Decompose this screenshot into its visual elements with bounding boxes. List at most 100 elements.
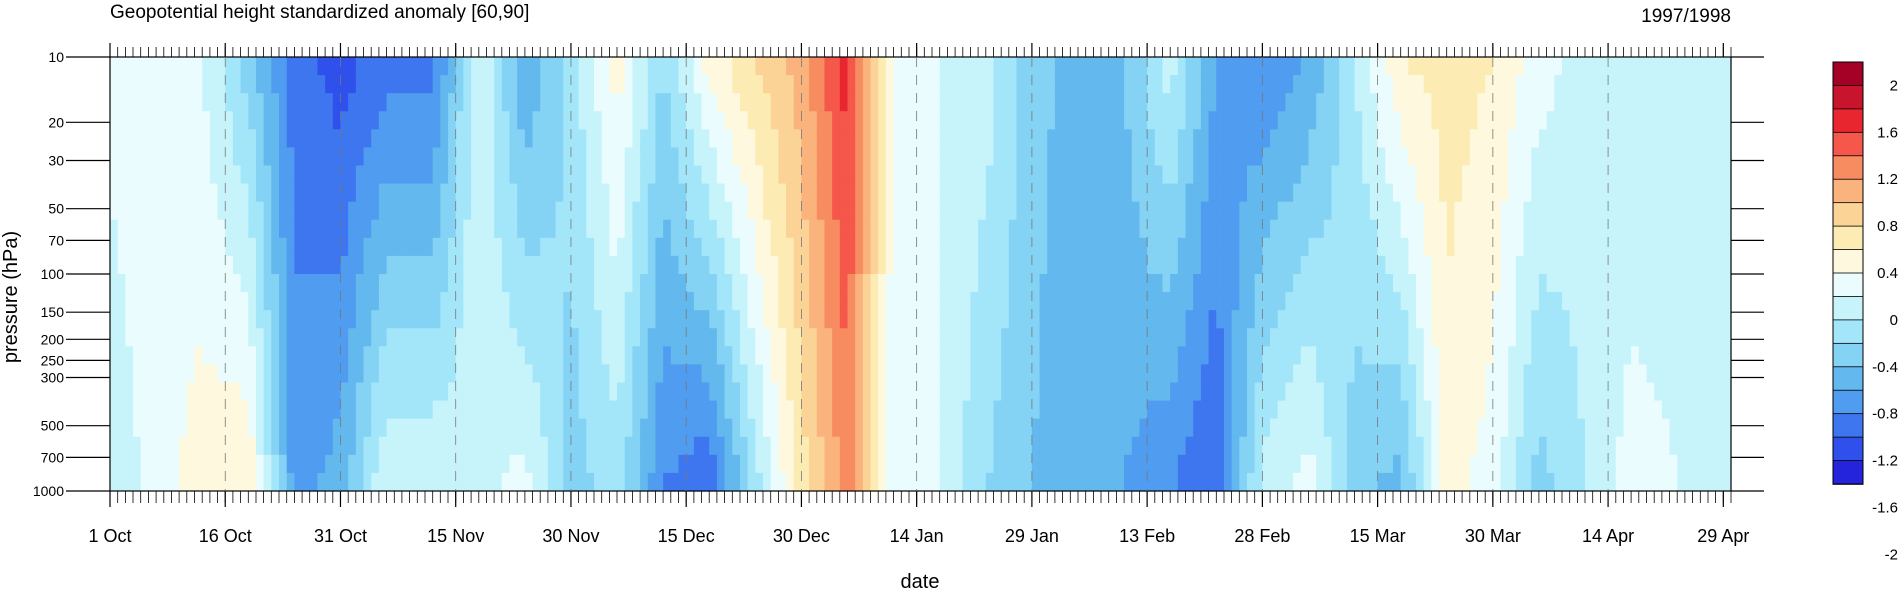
field-cell xyxy=(1561,57,1571,76)
field-cell xyxy=(686,436,695,456)
field-cell xyxy=(678,93,687,112)
field-cell xyxy=(1608,382,1617,402)
field-cell xyxy=(939,201,948,221)
field-cell xyxy=(578,219,587,239)
field-cell xyxy=(832,183,841,203)
field-cell xyxy=(755,219,764,239)
field-cell xyxy=(586,201,595,221)
field-cell xyxy=(1615,147,1625,167)
field-cell xyxy=(847,75,856,94)
field-cell xyxy=(1661,75,1671,94)
field-cell xyxy=(709,454,718,474)
field-cell xyxy=(885,201,895,221)
field-cell xyxy=(232,183,242,203)
field-cell xyxy=(1408,201,1417,221)
field-cell xyxy=(601,418,610,438)
field-cell xyxy=(832,310,841,329)
field-cell xyxy=(1116,382,1125,402)
field-cell xyxy=(133,418,142,438)
field-cell xyxy=(1377,310,1386,329)
field-cell xyxy=(1031,400,1041,420)
field-cell xyxy=(1231,382,1240,402)
field-cell xyxy=(1654,255,1663,275)
field-cell xyxy=(1308,400,1317,420)
field-cell xyxy=(970,310,979,329)
field-cell xyxy=(739,147,749,167)
field-cell xyxy=(240,382,249,402)
field-cell xyxy=(924,111,933,130)
field-cell xyxy=(1700,346,1709,366)
field-cell xyxy=(1024,93,1033,112)
field-cell xyxy=(1385,346,1394,366)
field-cell xyxy=(901,129,910,149)
field-cell xyxy=(186,310,196,329)
field-cell xyxy=(1454,57,1463,76)
field-cell xyxy=(1200,201,1210,221)
field-cell xyxy=(632,201,641,221)
field-cell xyxy=(1093,201,1102,221)
field-cell xyxy=(386,129,395,149)
field-cell xyxy=(225,454,234,474)
field-cell xyxy=(1585,219,1594,239)
field-cell xyxy=(248,400,257,420)
field-cell xyxy=(1400,400,1409,420)
field-cell xyxy=(709,201,718,221)
field-cell xyxy=(1585,183,1594,203)
field-cell xyxy=(824,237,833,257)
field-cell xyxy=(501,472,511,492)
field-cell xyxy=(640,274,649,293)
field-cell xyxy=(110,292,119,311)
field-cell xyxy=(186,165,196,185)
field-cell xyxy=(1700,328,1709,347)
field-cell xyxy=(1638,436,1648,456)
field-cell xyxy=(478,472,488,492)
field-cell xyxy=(156,292,165,311)
field-cell xyxy=(317,292,326,311)
field-cell xyxy=(801,328,810,347)
field-cell xyxy=(1039,75,1048,94)
field-cell xyxy=(993,310,1002,329)
field-cell xyxy=(801,75,810,94)
field-cell xyxy=(609,183,618,203)
field-cell xyxy=(1661,292,1671,311)
field-cell xyxy=(225,165,234,185)
field-cell xyxy=(455,472,464,492)
field-cell xyxy=(686,183,695,203)
field-cell xyxy=(371,237,380,257)
field-cell xyxy=(709,292,718,311)
field-cell xyxy=(862,292,872,311)
field-cell xyxy=(663,93,672,112)
field-cell xyxy=(1569,75,1578,94)
field-cell xyxy=(1077,219,1087,239)
field-cell xyxy=(1070,219,1079,239)
field-cell xyxy=(701,237,710,257)
field-cell xyxy=(1008,147,1018,167)
field-cell xyxy=(962,75,972,94)
field-cell xyxy=(1293,93,1302,112)
field-cell xyxy=(1669,129,1678,149)
field-cell xyxy=(432,129,441,149)
field-cell xyxy=(901,274,910,293)
field-cell xyxy=(1638,75,1648,94)
field-cell xyxy=(194,418,203,438)
field-cell xyxy=(317,400,326,420)
field-cell xyxy=(1369,147,1379,167)
field-cell xyxy=(932,147,941,167)
field-cell xyxy=(1684,93,1694,112)
field-cell xyxy=(578,255,587,275)
field-cell xyxy=(1239,129,1248,149)
field-cell xyxy=(1131,219,1141,239)
field-cell xyxy=(1492,57,1502,76)
field-cell xyxy=(1316,201,1325,221)
field-cell xyxy=(839,111,849,130)
field-cell xyxy=(839,183,849,203)
field-cell xyxy=(494,93,503,112)
field-cell xyxy=(517,93,526,112)
field-cell xyxy=(1531,292,1540,311)
field-cell xyxy=(1631,183,1640,203)
field-cell xyxy=(1200,93,1210,112)
field-cell xyxy=(809,346,818,366)
field-cell xyxy=(401,183,411,203)
field-cell xyxy=(263,346,272,366)
field-cell xyxy=(163,436,173,456)
